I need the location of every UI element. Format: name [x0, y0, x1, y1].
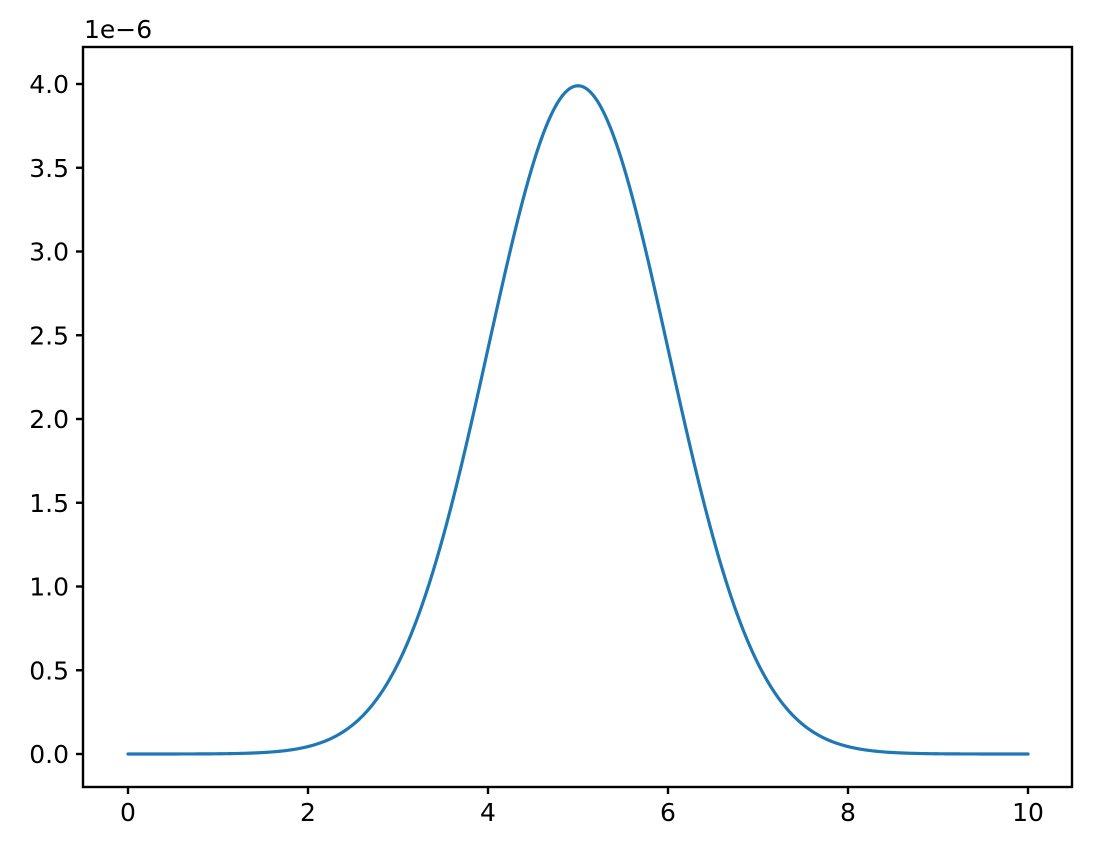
y-tick-label: 3.0 [29, 238, 69, 267]
y-tick-label: 0.0 [29, 740, 69, 769]
x-tick-label: 4 [480, 798, 496, 827]
x-axis-tick-labels: 0 2 4 6 8 10 [120, 798, 1044, 827]
y-tick-label: 2.0 [29, 405, 69, 434]
y-axis-offset-text: 1e−6 [84, 15, 152, 44]
axes-background [83, 47, 1072, 787]
y-tick-label: 2.5 [29, 321, 69, 350]
y-axis-tick-labels: 0.0 0.5 1.0 1.5 2.0 2.5 3.0 3.5 4.0 [29, 70, 69, 769]
x-tick-label: 10 [1012, 798, 1044, 827]
x-tick-label: 6 [660, 798, 676, 827]
y-tick-label: 0.5 [29, 656, 69, 685]
y-tick-label: 1.0 [29, 573, 69, 602]
y-tick-label: 4.0 [29, 70, 69, 99]
y-tick-label: 1.5 [29, 489, 69, 518]
x-tick-label: 2 [300, 798, 316, 827]
x-tick-label: 0 [120, 798, 136, 827]
gaussian-curve [126, 84, 1030, 756]
x-tick-label: 8 [840, 798, 856, 827]
y-tick-label: 3.5 [29, 154, 69, 183]
axes-frame [81, 45, 1074, 789]
